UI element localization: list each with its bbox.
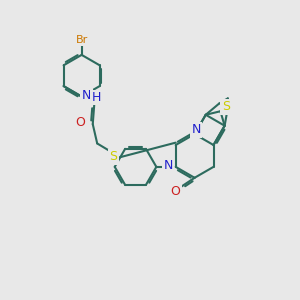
Text: S: S <box>222 100 230 113</box>
Text: N: N <box>191 123 201 136</box>
Text: O: O <box>170 185 180 198</box>
Text: Br: Br <box>76 35 88 45</box>
Text: S: S <box>110 150 118 163</box>
Text: O: O <box>75 116 85 129</box>
Text: N: N <box>82 89 91 102</box>
Text: H: H <box>92 91 101 104</box>
Text: N: N <box>164 159 173 172</box>
